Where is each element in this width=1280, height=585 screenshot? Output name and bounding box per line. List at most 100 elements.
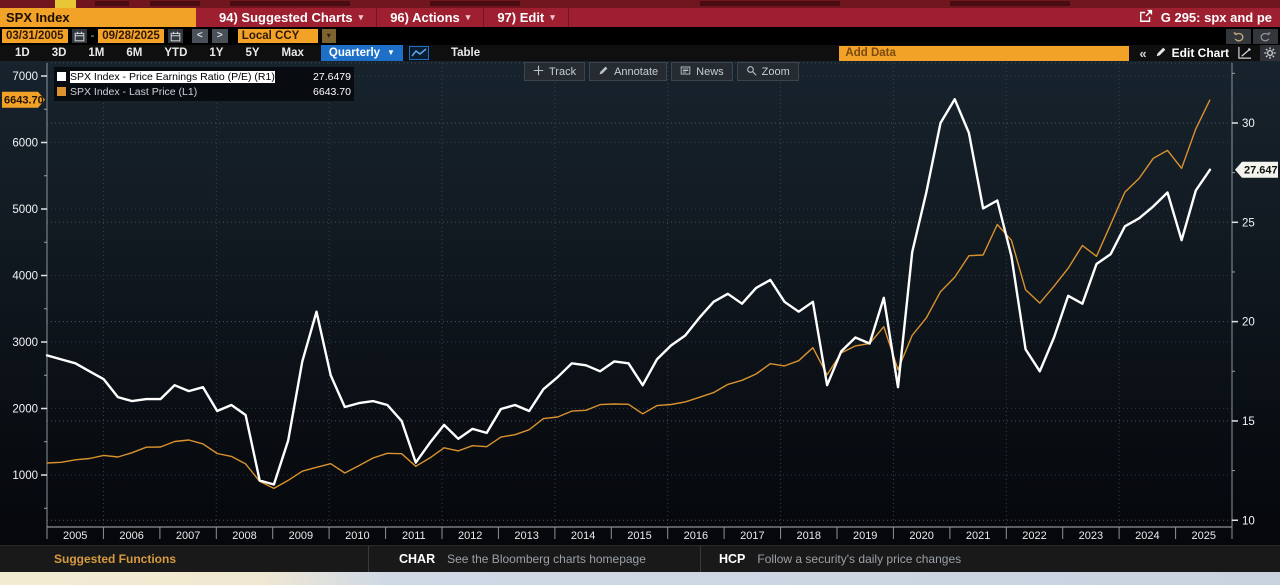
gear-icon[interactable]: [1260, 45, 1280, 61]
svg-text:2018: 2018: [797, 530, 821, 542]
menu-item-1[interactable]: 96) Actions ▾: [377, 8, 485, 27]
zoom-button[interactable]: Zoom: [736, 62, 799, 81]
button-label: Annotate: [614, 65, 659, 78]
clipped-row: [0, 0, 1280, 8]
currency-select[interactable]: Local CCY: [237, 29, 318, 43]
edit-chart-label: Edit Chart: [1171, 46, 1229, 60]
pencil-icon: [598, 65, 609, 79]
svg-text:2007: 2007: [176, 530, 200, 542]
svg-text:10: 10: [1242, 515, 1255, 527]
track-button[interactable]: Track: [524, 62, 586, 81]
range-button-max[interactable]: Max: [281, 47, 304, 59]
svg-text:6643.70: 6643.70: [4, 95, 44, 107]
svg-text:2016: 2016: [684, 530, 708, 542]
currency-caret-icon[interactable]: ▾: [321, 29, 336, 43]
collapse-panel-button[interactable]: «: [1139, 45, 1147, 61]
next-period-button[interactable]: >: [211, 29, 228, 43]
chart-edit-icon[interactable]: [1237, 46, 1252, 60]
undo-icon[interactable]: [1226, 28, 1251, 44]
title-bar: SPX Index 94) Suggested Charts ▾ 96) Actio…: [0, 8, 1280, 27]
function-desc: Follow a security's daily price changes: [757, 552, 962, 566]
crosshair-icon: [533, 65, 544, 79]
date-toolbar: 03/31/2005 - 09/28/2025 < > Local CCY ▾: [0, 27, 1280, 45]
range-button-5y[interactable]: 5Y: [245, 47, 260, 59]
range-button-3d[interactable]: 3D: [51, 47, 67, 59]
range-buttons: 1D 3D 1M 6M YTD 1Y 5Y Max: [4, 47, 315, 59]
suggested-functions-label: Suggested Functions: [54, 552, 177, 566]
range-button-1m[interactable]: 1M: [88, 47, 105, 59]
line-chart-type-icon[interactable]: [408, 46, 429, 60]
menu-label: 94) Suggested Charts: [219, 10, 353, 25]
security-input[interactable]: SPX Index: [0, 8, 196, 27]
chevron-down-icon: ▾: [550, 12, 555, 22]
range-button-1y[interactable]: 1Y: [209, 47, 224, 59]
end-date-field[interactable]: 09/28/2025: [98, 29, 164, 43]
chevron-down-icon: ▼: [387, 48, 395, 57]
svg-text:30: 30: [1242, 118, 1255, 130]
svg-text:2010: 2010: [345, 530, 369, 542]
table-button[interactable]: Table: [450, 47, 481, 59]
start-date-field[interactable]: 03/31/2005: [2, 29, 68, 43]
button-label: Track: [549, 65, 577, 78]
undo-redo-group: [1226, 28, 1280, 44]
svg-text:2014: 2014: [571, 530, 595, 542]
series-label: SPX Index - Price Earnings Ratio (P/E) (…: [70, 70, 275, 83]
svg-text:2015: 2015: [627, 530, 651, 542]
export-icon[interactable]: [1139, 9, 1153, 26]
svg-text:4000: 4000: [12, 271, 38, 283]
price-pe-chart[interactable]: 7000600050004000300020001000302520151020…: [0, 61, 1280, 545]
calendar-icon[interactable]: [71, 29, 87, 43]
series-swatch: [57, 72, 66, 81]
svg-text:2008: 2008: [232, 530, 256, 542]
button-label: Zoom: [761, 65, 790, 78]
svg-text:2025: 2025: [1192, 530, 1216, 542]
menu-label: 96) Actions: [390, 10, 460, 25]
svg-text:15: 15: [1242, 416, 1255, 428]
suggested-function-hcp[interactable]: HCP Follow a security's daily price chan…: [700, 546, 1280, 572]
svg-text:5000: 5000: [12, 204, 38, 216]
svg-text:27.6479: 27.6479: [1244, 165, 1280, 177]
svg-text:2006: 2006: [119, 530, 143, 542]
edit-chart-button[interactable]: Edit Chart: [1155, 46, 1229, 61]
magnifier-icon: [746, 65, 757, 79]
clipped-yellow-tab: [55, 0, 76, 8]
range-button-ytd[interactable]: YTD: [164, 47, 188, 59]
series-swatch: [57, 87, 66, 96]
chevron-down-icon: ▾: [465, 12, 471, 22]
annotate-button[interactable]: Annotate: [589, 62, 668, 81]
redo-icon[interactable]: [1253, 28, 1278, 44]
range-button-6m[interactable]: 6M: [126, 47, 143, 59]
series-value: 6643.70: [313, 85, 351, 98]
frequency-select[interactable]: Quarterly ▼: [320, 45, 403, 61]
chevron-down-icon: ▾: [358, 12, 364, 22]
svg-text:2011: 2011: [402, 530, 426, 542]
function-desc: See the Bloomberg charts homepage: [447, 552, 646, 566]
svg-text:2012: 2012: [458, 530, 482, 542]
menu-label: 97) Edit: [497, 10, 545, 25]
chart-area[interactable]: 7000 6000 5000 4000 3000 2000 1000 30 25 20 15 10 20…: [0, 61, 1280, 545]
prev-period-button[interactable]: <: [191, 29, 208, 43]
chart-ref-label: G 295: spx and pe: [1160, 10, 1272, 25]
menu-item-2[interactable]: 97) Edit ▾: [484, 8, 569, 27]
suggested-function-char[interactable]: CHAR See the Bloomberg charts homepage: [368, 546, 700, 572]
svg-text:2023: 2023: [1079, 530, 1103, 542]
svg-text:2021: 2021: [966, 530, 990, 542]
suggested-functions-bar: Suggested Functions CHAR See the Bloombe…: [0, 545, 1280, 572]
svg-text:1000: 1000: [12, 470, 38, 482]
add-data-input[interactable]: Add Data: [839, 45, 1130, 61]
function-code: CHAR: [399, 552, 436, 566]
svg-text:25: 25: [1242, 217, 1255, 229]
menu-item-0[interactable]: 94) Suggested Charts ▾: [206, 8, 378, 27]
svg-text:2009: 2009: [289, 530, 313, 542]
range-button-1d[interactable]: 1D: [15, 47, 30, 59]
svg-text:6000: 6000: [12, 138, 38, 150]
legend-item-1[interactable]: SPX Index - Last Price (L1) 6643.70: [57, 84, 351, 99]
svg-text:20: 20: [1242, 317, 1255, 329]
calendar-icon[interactable]: [167, 29, 183, 43]
date-range-dash: -: [90, 30, 95, 42]
news-button[interactable]: News: [671, 62, 733, 81]
svg-text:2017: 2017: [740, 530, 764, 542]
svg-text:3000: 3000: [12, 337, 38, 349]
legend-item-0[interactable]: SPX Index - Price Earnings Ratio (P/E) (…: [57, 69, 351, 84]
